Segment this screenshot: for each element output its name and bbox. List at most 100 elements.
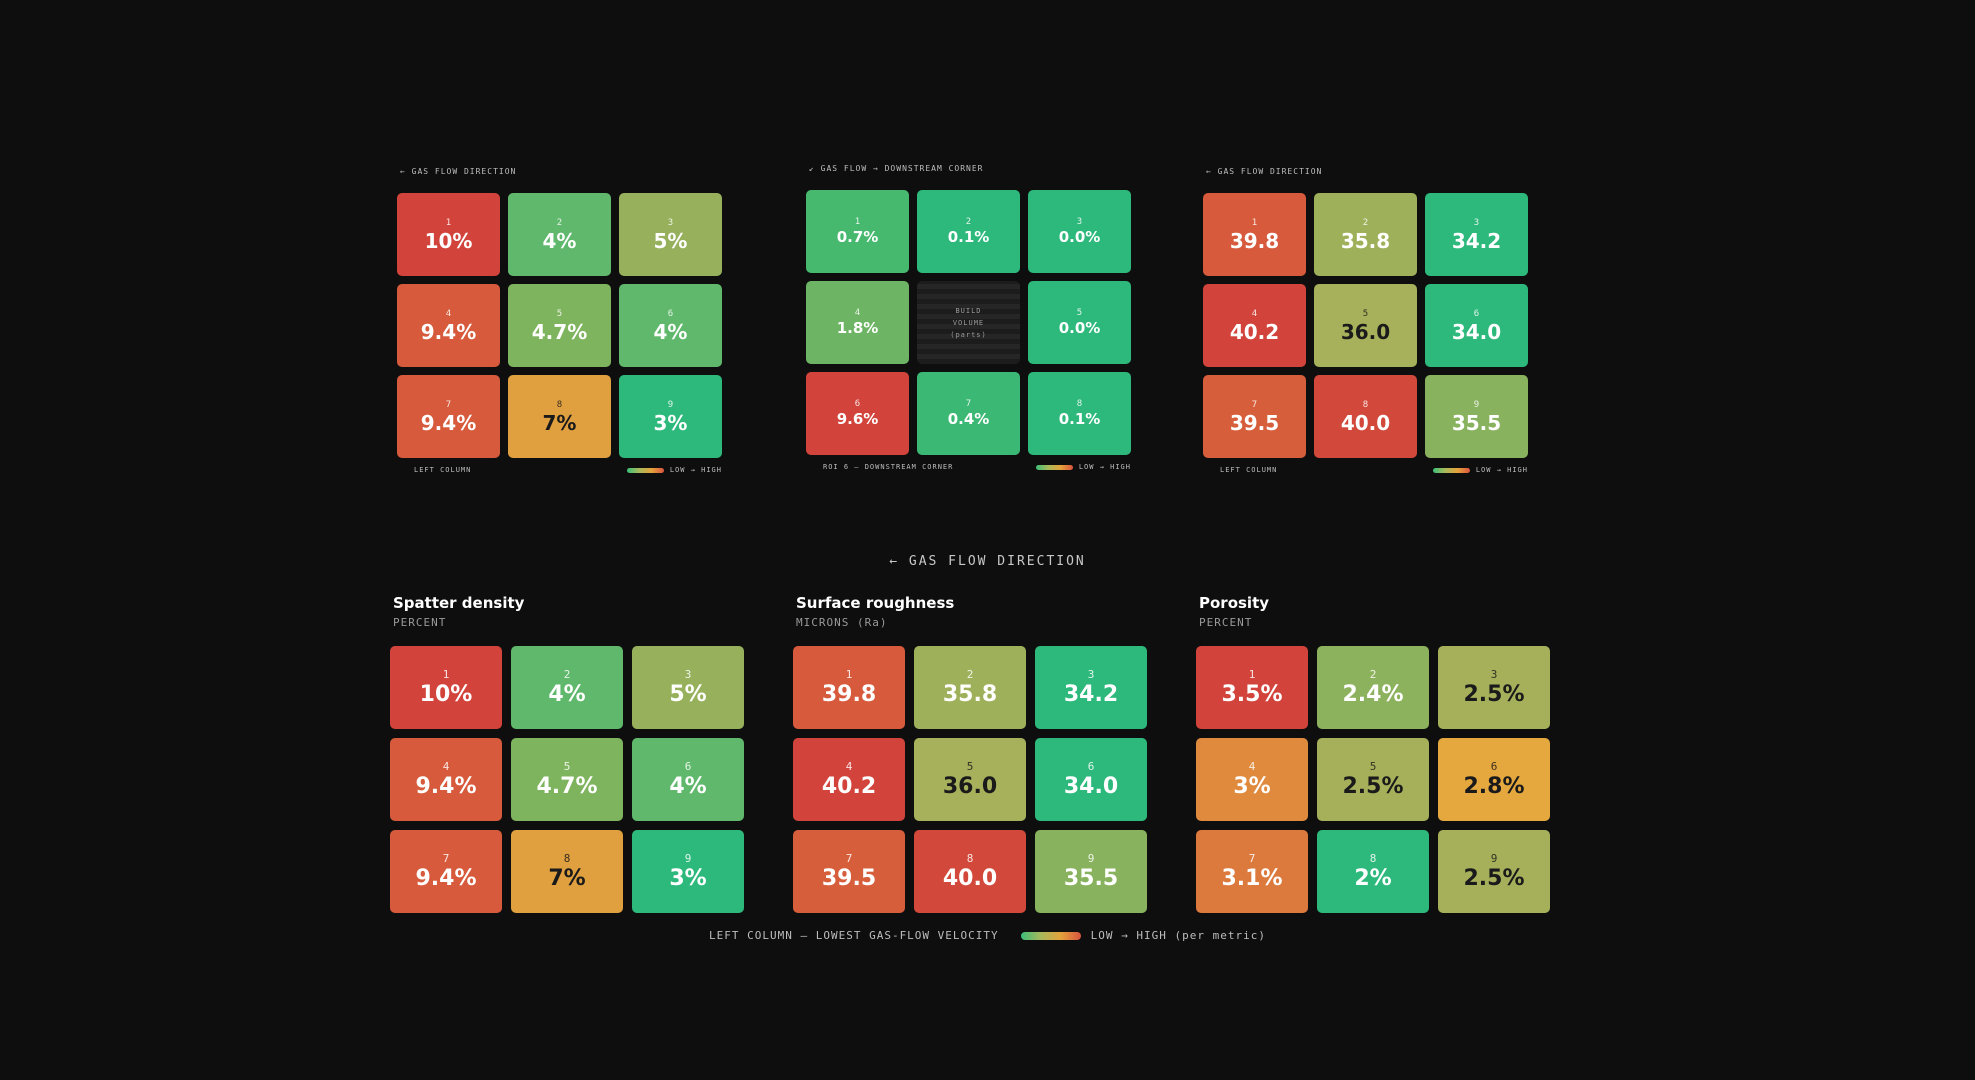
heatmap-cell: 5 4.7% [508, 284, 611, 367]
heatmap-cell: 4 3% [1196, 738, 1308, 821]
heatmap-cell: 4 40.2 [793, 738, 905, 821]
heatmap-grid: 1 39.8 2 35.8 3 34.2 4 40.2 5 36.0 6 34.0 7 39.5 8 40.0… [1203, 193, 1528, 458]
cell-value: 9.4% [415, 773, 477, 799]
cell-index: 1 [445, 217, 452, 228]
cell-value: 40.0 [1340, 410, 1391, 435]
heatmap-cell: 5 36.0 [1314, 284, 1417, 367]
cell-index: 3 [1076, 217, 1083, 228]
cell-index: 1 [845, 667, 853, 681]
cell-value: 2.8% [1463, 773, 1525, 799]
heatmap-cell: 6 2.8% [1438, 738, 1550, 821]
heatmap-cell: 5 36.0 [914, 738, 1026, 821]
cell-index: 6 [667, 308, 674, 319]
legend-gradient-bar [1035, 464, 1073, 470]
heatmap-cell: 3 5% [619, 193, 722, 276]
panel-footer: LEFT COLUMN LOW → HIGH [1203, 464, 1528, 478]
cell-value: 4% [653, 319, 688, 344]
cell-index: 2 [556, 217, 563, 228]
heatmap-cell: 8 40.0 [914, 830, 1026, 913]
cell-index: 1 [854, 217, 861, 228]
cell-index: 8 [1362, 399, 1369, 410]
gas-flow-direction-label: ← GAS FLOW DIRECTION [400, 167, 517, 176]
panel-unit: PERCENT [1199, 616, 1253, 629]
cell-value: 3.1% [1221, 865, 1283, 891]
heatmap-cell: 9 35.5 [1425, 375, 1528, 458]
small-panel-roi: ↙ GAS FLOW → DOWNSTREAM CORNER 1 0.7% 2 0.1… [806, 157, 1136, 477]
cell-value: 36.0 [942, 773, 998, 799]
panel-unit: MICRONS (Ra) [796, 616, 888, 629]
cell-index: 4 [854, 308, 861, 319]
cell-value: 39.8 [1229, 228, 1280, 253]
cell-index: 4 [1248, 759, 1256, 773]
cell-index: 8 [966, 851, 974, 865]
cell-index: 6 [684, 759, 692, 773]
heatmap-cell: 2 35.8 [914, 646, 1026, 729]
panel-title: Surface roughness [796, 594, 955, 612]
heatmap-cell: 5 0.0% [1028, 281, 1131, 364]
build-volume-label: BUILD [955, 306, 982, 315]
build-volume-label: VOLUME [952, 318, 985, 327]
heatmap-cell: 8 7% [508, 375, 611, 458]
panel-footer: ROI 6 — DOWNSTREAM CORNER LOW → HIGH [806, 461, 1131, 475]
bottom-footer: LEFT COLUMN — LOWEST GAS-FLOW VELOCITY L… [0, 929, 1975, 942]
heatmap-grid: 1 39.8 2 35.8 3 34.2 4 40.2 5 36.0 6 34.0 7 39.5 8 40.0… [793, 646, 1153, 913]
heatmap-cell: 3 0.0% [1028, 190, 1131, 273]
legend: LOW → HIGH [626, 466, 722, 474]
legend: LOW → HIGH [1432, 466, 1528, 474]
build-volume-label: (parts) [950, 330, 987, 339]
heatmap-cell: 8 40.0 [1314, 375, 1417, 458]
gas-flow-direction-label: ↙ GAS FLOW → DOWNSTREAM CORNER [809, 164, 984, 173]
heatmap-cell: 7 9.4% [397, 375, 500, 458]
heatmap-cell: 7 39.5 [1203, 375, 1306, 458]
cell-index: 6 [1490, 759, 1498, 773]
cell-value: 3% [1233, 773, 1271, 799]
panel-spatter-density: Spatter density PERCENT 1 10% 2 4% 3 5% 4 9.4% 5… [390, 594, 750, 913]
heatmap-cell: 6 4% [632, 738, 744, 821]
heatmap-cell: 4 40.2 [1203, 284, 1306, 367]
heatmap-cell: 3 2.5% [1438, 646, 1550, 729]
heatmap-cell: 8 7% [511, 830, 623, 913]
legend-gradient-bar [626, 467, 664, 473]
cell-index: 9 [1490, 851, 1498, 865]
cell-value: 40.2 [821, 773, 877, 799]
cell-index: 5 [1362, 308, 1369, 319]
heatmap-cell: 3 34.2 [1035, 646, 1147, 729]
gas-flow-direction-label: ← GAS FLOW DIRECTION [1206, 167, 1323, 176]
cell-value: 34.2 [1063, 681, 1119, 707]
cell-value: 1.8% [836, 319, 879, 338]
cell-value: 34.2 [1451, 228, 1502, 253]
cell-index: 4 [1251, 308, 1258, 319]
heatmap-cell: 6 34.0 [1425, 284, 1528, 367]
panel-title: Spatter density [393, 594, 525, 612]
cell-value: 10% [419, 681, 473, 707]
cell-index: 3 [1473, 217, 1480, 228]
cell-index: 4 [845, 759, 853, 773]
cell-index: 9 [1087, 851, 1095, 865]
cell-index: 7 [445, 399, 452, 410]
cell-index: 5 [1076, 308, 1083, 319]
cell-value: 4% [548, 681, 586, 707]
cell-value: 39.5 [1229, 410, 1280, 435]
heatmap-cell: 6 34.0 [1035, 738, 1147, 821]
heatmap-cell: 9 2.5% [1438, 830, 1550, 913]
cell-value: 4.7% [536, 773, 598, 799]
cell-index: 2 [563, 667, 571, 681]
cell-index: 2 [966, 667, 974, 681]
footer-label: LEFT COLUMN [1220, 466, 1278, 474]
legend-label: LOW → HIGH [1475, 466, 1528, 474]
heatmap-cell: 1 0.7% [806, 190, 909, 273]
heatmap-cell: 5 2.5% [1317, 738, 1429, 821]
heatmap-cell: 9 35.5 [1035, 830, 1147, 913]
heatmap-cell: 2 35.8 [1314, 193, 1417, 276]
heatmap-cell: 1 39.8 [793, 646, 905, 729]
cell-value: 35.8 [942, 681, 998, 707]
cell-value: 0.4% [947, 410, 990, 429]
heatmap-cell: 3 34.2 [1425, 193, 1528, 276]
panel-title: Porosity [1199, 594, 1270, 612]
heatmap-cell: 2 4% [511, 646, 623, 729]
legend-gradient-bar [1432, 467, 1470, 473]
cell-value: 36.0 [1340, 319, 1391, 344]
cell-value: 7% [548, 865, 586, 891]
heatmap-cell: 1 3.5% [1196, 646, 1308, 729]
cell-value: 9.4% [420, 410, 477, 435]
